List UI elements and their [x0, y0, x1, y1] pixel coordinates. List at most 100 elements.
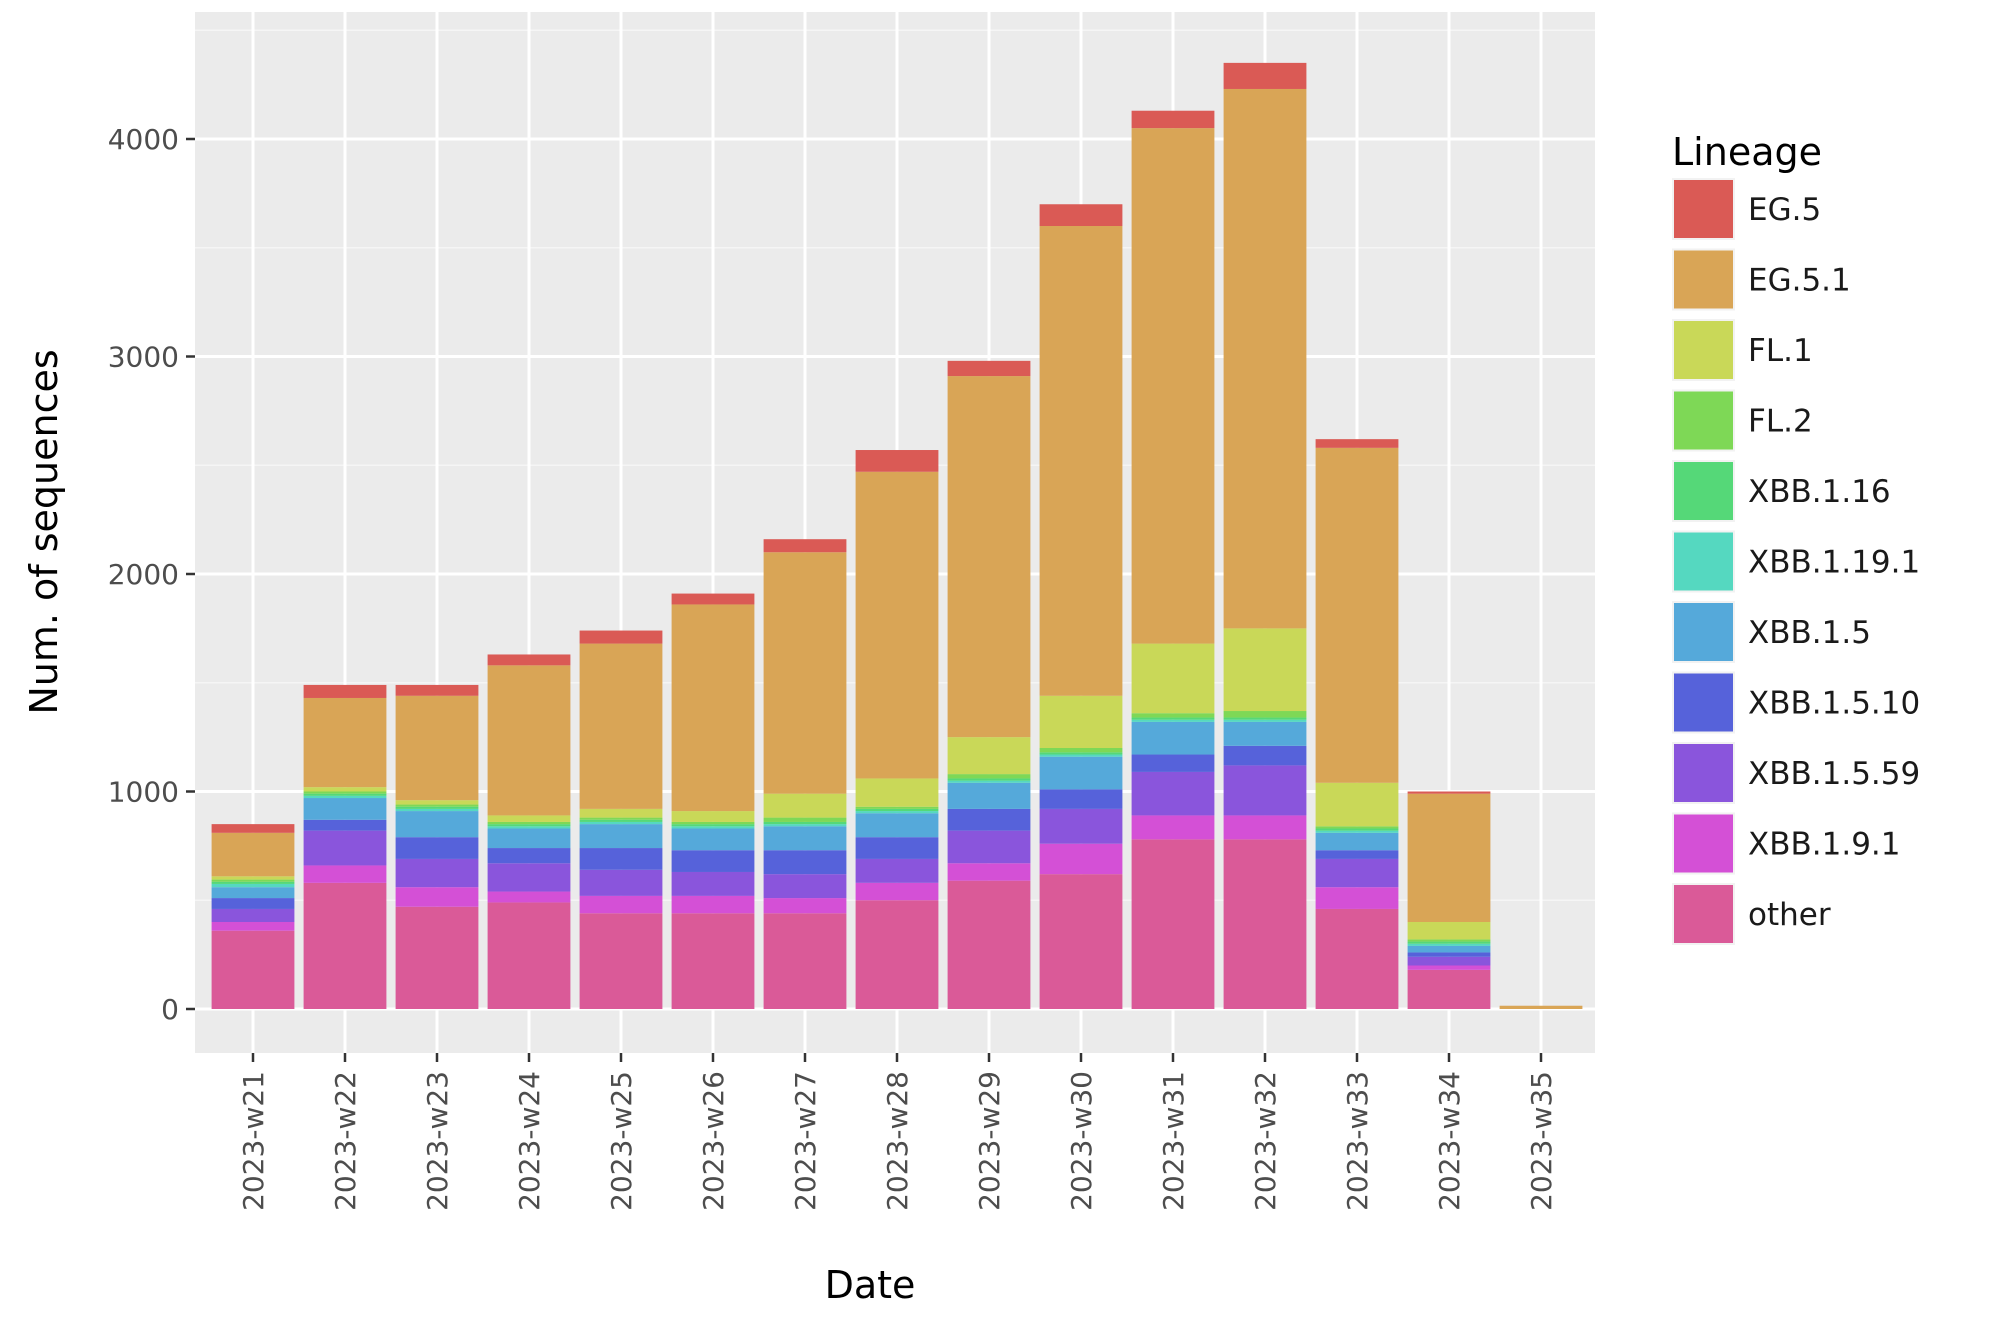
bar-stack-2023-w33: [1315, 439, 1399, 1009]
bar-segment-XBB-1-5-10: [1407, 952, 1491, 957]
bar-segment-XBB-1-9-1: [671, 895, 755, 914]
legend-label: XBB.1.16: [1748, 474, 1891, 510]
bar-segment-FL-2: [395, 804, 479, 807]
bar-segment-XBB-1-5: [1223, 721, 1307, 746]
legend-label: EG.5.1: [1748, 263, 1851, 299]
bar-segment-XBB-1-5-10: [1039, 789, 1123, 809]
bar-segment-XBB-1-5: [671, 828, 755, 851]
bar-segment-XBB-1-5-10: [487, 848, 571, 864]
bar-segment-other: [1407, 969, 1491, 1009]
bar-segment-XBB-1-5-10: [395, 837, 479, 859]
bar-stack-2023-w24: [487, 654, 571, 1009]
bar-segment-XBB-1-19-1: [579, 821, 663, 825]
bar-stack-2023-w35: [1499, 1005, 1583, 1009]
legend-swatch: [1674, 532, 1733, 591]
x-tick-label: 2023-w27: [789, 1071, 822, 1211]
bar-segment-EG-5-1: [1407, 793, 1491, 922]
bar-segment-XBB-1-9-1: [211, 922, 295, 931]
bar-segment-EG-5-1: [855, 471, 939, 779]
bar-segment-FL-1: [671, 811, 755, 822]
bar-segment-other: [1131, 839, 1215, 1009]
legend-label: EG.5: [1748, 192, 1821, 228]
bar-segment-FL-2: [763, 817, 847, 822]
bar-segment-XBB-1-5-59: [1131, 771, 1215, 816]
bar-segment-other: [1223, 839, 1307, 1009]
bar-segment-EG-5: [395, 684, 479, 696]
bar-segment-EG-5: [855, 450, 939, 472]
bar-segment-XBB-1-19-1: [395, 808, 479, 812]
bar-segment-XBB-1-16: [671, 824, 755, 827]
x-tick-label: 2023-w35: [1525, 1071, 1558, 1211]
bar-segment-EG-5-1: [1499, 1005, 1583, 1009]
bar-segment-XBB-1-5: [1407, 945, 1491, 953]
legend-item-XBB-1-16: XBB.1.16: [1672, 460, 1891, 522]
bar-segment-EG-5-1: [303, 697, 387, 788]
bar-segment-XBB-1-5-10: [947, 808, 1031, 831]
bar-segment-XBB-1-16: [395, 806, 479, 809]
bar-segment-FL-1: [1315, 782, 1399, 827]
bar-segment-XBB-1-9-1: [763, 898, 847, 914]
bar-segment-FL-2: [303, 791, 387, 794]
bar-segment-XBB-1-5: [579, 824, 663, 849]
bar-segment-XBB-1-19-1: [303, 795, 387, 799]
legend-item-FL-1: FL.1: [1672, 319, 1813, 381]
x-tick-label: 2023-w23: [421, 1071, 454, 1211]
bar-segment-XBB-1-5-59: [1315, 858, 1399, 888]
bar-segment-other: [487, 902, 571, 1009]
bar-segment-XBB-1-9-1: [1039, 843, 1123, 875]
bar-stack-2023-w22: [303, 684, 387, 1009]
legend-item-XBB-1-5-10: XBB.1.5.10: [1672, 671, 1920, 734]
bar-stack-2023-w34: [1407, 791, 1491, 1009]
bar-segment-EG-5: [1223, 62, 1307, 89]
bar-stack-2023-w30: [1039, 204, 1123, 1009]
bar-stack-2023-w29: [947, 360, 1031, 1009]
bar-segment-XBB-1-5-59: [579, 869, 663, 896]
bar-segment-XBB-1-16: [579, 819, 663, 822]
y-tick-label: 4000: [108, 123, 179, 156]
bar-segment-XBB-1-5-59: [303, 830, 387, 866]
bar-segment-XBB-1-16: [1315, 828, 1399, 831]
bar-stack-2023-w32: [1223, 62, 1307, 1009]
y-tick-label: 0: [161, 993, 179, 1026]
x-tick-label: 2023-w32: [1249, 1071, 1282, 1211]
x-tick-label: 2023-w33: [1341, 1071, 1374, 1211]
bar-segment-EG-5: [211, 824, 295, 833]
bar-segment-XBB-1-9-1: [579, 895, 663, 914]
bar-segment-XBB-1-16: [1407, 941, 1491, 944]
x-tick-label: 2023-w24: [513, 1071, 546, 1211]
legend-label: FL.1: [1748, 333, 1813, 369]
bar-stack-2023-w25: [579, 630, 663, 1009]
bar-segment-FL-2: [671, 821, 755, 825]
legend-swatch: [1674, 814, 1733, 873]
legend-swatch: [1674, 673, 1733, 732]
bar-segment-FL-1: [579, 808, 663, 818]
legend: Lineage EG.5 EG.5.1 FL.1 FL.2 XBB.1.16 XBB.1.…: [1672, 130, 1920, 945]
bar-segment-EG-5-1: [1131, 128, 1215, 644]
bar-segment-XBB-1-5-59: [211, 908, 295, 922]
bar-segment-FL-1: [947, 737, 1031, 775]
x-tick-label: 2023-w28: [881, 1071, 914, 1211]
legend-label: FL.2: [1748, 404, 1813, 440]
bar-segment-XBB-1-5-10: [303, 819, 387, 831]
bar-segment-FL-1: [1407, 922, 1491, 940]
bar-segment-FL-2: [579, 817, 663, 820]
legend-item-XBB-1-5-59: XBB.1.5.59: [1672, 742, 1920, 804]
bar-segment-FL-2: [1407, 939, 1491, 942]
bar-segment-XBB-1-19-1: [211, 883, 295, 888]
bar-segment-EG-5: [303, 684, 387, 698]
bar-segment-other: [947, 880, 1031, 1009]
bar-segment-other: [395, 906, 479, 1009]
x-tick-label: 2023-w29: [973, 1071, 1006, 1211]
legend-swatch: [1674, 391, 1733, 450]
bar-segment-XBB-1-19-1: [1223, 719, 1307, 722]
bar-segment-other: [855, 900, 939, 1009]
y-tick-label: 1000: [108, 776, 179, 809]
bar-segment-XBB-1-16: [303, 793, 387, 796]
bar-segment-FL-2: [1039, 748, 1123, 753]
bar-segment-EG-5-1: [763, 552, 847, 794]
bar-segment-EG-5-1: [395, 695, 479, 801]
bar-segment-XBB-1-5: [1315, 832, 1399, 851]
bar-segment-XBB-1-9-1: [1223, 815, 1307, 840]
bar-segment-XBB-1-5-59: [855, 858, 939, 883]
